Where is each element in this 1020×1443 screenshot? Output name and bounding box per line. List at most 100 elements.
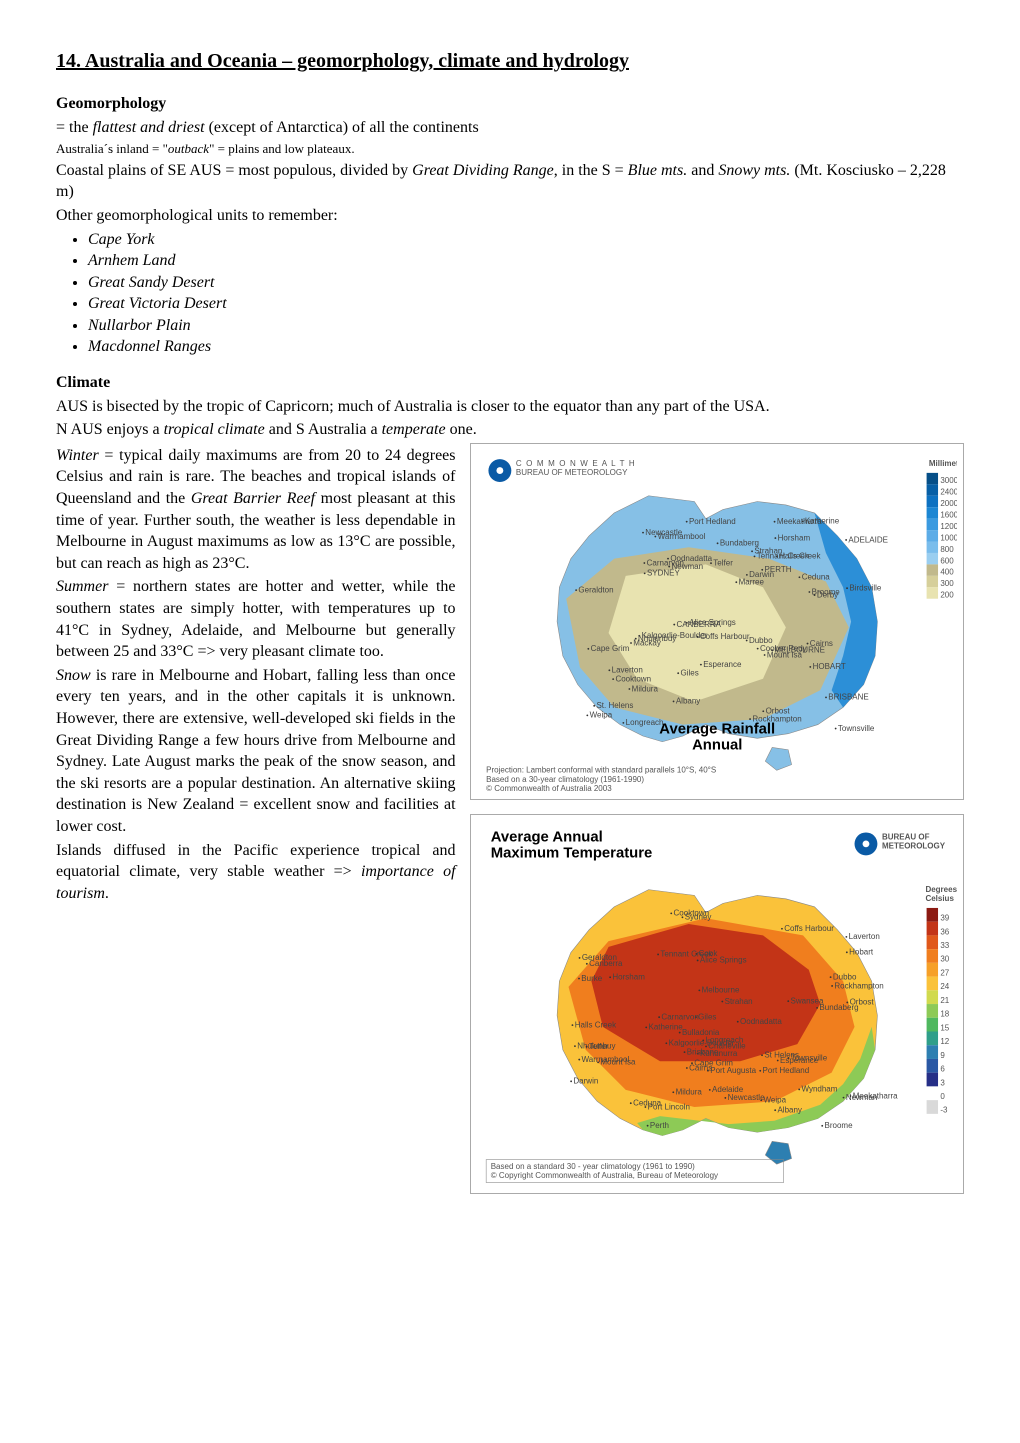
- em: Snow: [56, 667, 91, 684]
- legend-swatch: [926, 1100, 937, 1114]
- legend-swatch: [926, 507, 937, 518]
- city-label: Port Hedland: [762, 1066, 809, 1075]
- bom-logo-text2: BUREAU OF METEOROLOGY: [515, 468, 627, 477]
- city-label: Orbost: [765, 706, 790, 715]
- city-label: St. Helens: [596, 701, 633, 710]
- city-label: Kalgoorlie-Boulder: [668, 1039, 734, 1048]
- city-label: Wyndham: [801, 1085, 837, 1094]
- city-dot: [849, 1095, 851, 1097]
- city-dot: [773, 521, 775, 523]
- map2-footer2: © Copyright Commonwealth of Australia, B…: [490, 1171, 717, 1180]
- legend-swatch: [926, 484, 937, 495]
- city-dot: [798, 1089, 800, 1091]
- city-label: Bundaberg: [719, 538, 758, 547]
- city-dot: [842, 1097, 844, 1099]
- city-dot: [609, 976, 611, 978]
- city-dot: [574, 1045, 576, 1047]
- section-heading-geomorphology: Geomorphology: [56, 93, 964, 115]
- map2-subtitle: Maximum Temperature: [490, 846, 652, 862]
- climate-text-column: Winter = typical daily maximums are from…: [56, 443, 456, 906]
- city-dot: [825, 696, 827, 698]
- city-dot: [586, 714, 588, 716]
- city-label: CANBERRA: [676, 620, 721, 629]
- em: Great Dividing Range: [412, 162, 554, 179]
- city-dot: [801, 520, 803, 522]
- legend-label: Degrees: [925, 885, 957, 894]
- city-dot: [622, 722, 624, 724]
- city-label: Darwin: [573, 1077, 598, 1086]
- map2-title: Average Annual: [490, 830, 602, 846]
- em: Great Barrier Reef: [191, 490, 315, 507]
- climate-islands: Islands diffused in the Pacific experien…: [56, 840, 456, 905]
- legend-swatch: [926, 935, 937, 949]
- bom-logo-text1: C O M M O N W E A L T H: [515, 459, 635, 468]
- city-dot: [646, 1125, 648, 1127]
- legend-value: 2000: [940, 499, 957, 508]
- city-dot: [628, 688, 630, 690]
- legend-swatch: [926, 977, 937, 991]
- city-dot: [724, 1097, 726, 1099]
- legend-swatch: [926, 1045, 937, 1059]
- city-label: Horsham: [777, 533, 810, 542]
- section-heading-climate: Climate: [56, 372, 964, 394]
- city-label: Coffs Harbour: [784, 924, 834, 933]
- city-dot: [608, 669, 610, 671]
- city-dot: [696, 960, 698, 962]
- list-item: Great Victoria Desert: [88, 293, 964, 315]
- city-dot: [571, 1024, 573, 1026]
- city-label: Bulladonia: [681, 1028, 719, 1037]
- geo-p2: Australia´s inland = "outback" = plains …: [56, 140, 964, 158]
- em: outback: [168, 141, 209, 156]
- city-label: Weipa: [763, 1096, 786, 1105]
- city-dot: [721, 1001, 723, 1003]
- legend-value: 600: [940, 556, 954, 565]
- city-dot: [695, 953, 697, 955]
- city-dot: [585, 963, 587, 965]
- city-label: BRISBANE: [828, 693, 868, 702]
- city-label: Halls Creek: [574, 1020, 616, 1029]
- city-label: Hobart: [849, 948, 874, 957]
- legend-swatch: [926, 496, 937, 507]
- legend-swatch: [926, 473, 937, 484]
- city-dot: [691, 1062, 693, 1064]
- city-dot: [735, 581, 737, 583]
- city-dot: [763, 654, 765, 656]
- city-dot: [831, 985, 833, 987]
- list-item: Macdonnel Ranges: [88, 336, 964, 358]
- city-dot: [759, 1070, 761, 1072]
- city-dot: [798, 576, 800, 578]
- city-dot: [683, 1051, 685, 1053]
- climate-intro2: N AUS enjoys a tropical climate and S Au…: [56, 419, 964, 441]
- tasmania: [765, 747, 791, 770]
- city-dot: [846, 1002, 848, 1004]
- city-dot: [672, 700, 674, 702]
- city-dot: [593, 705, 595, 707]
- city-dot: [761, 1054, 763, 1056]
- climate-summer: Summer = northern states are hotter and …: [56, 576, 456, 662]
- em: flattest and driest: [93, 119, 205, 136]
- city-dot: [787, 1000, 789, 1002]
- city-label: Coffs Harbour: [699, 632, 749, 641]
- em: Arnhem Land: [88, 252, 176, 269]
- legend-swatch: [926, 553, 937, 564]
- city-dot: [716, 542, 718, 544]
- legend-value: 12: [940, 1037, 949, 1046]
- legend-swatch: [926, 519, 937, 530]
- txt: one.: [446, 421, 477, 438]
- city-dot: [678, 1032, 680, 1034]
- txt: and S Australia a: [265, 421, 382, 438]
- legend-swatch: [926, 1032, 937, 1046]
- city-dot: [736, 1021, 738, 1023]
- map1-subtitle: Annual: [692, 738, 742, 754]
- city-dot: [762, 710, 764, 712]
- city-label: Cook: [698, 949, 718, 958]
- city-label: Oodnadatta: [670, 554, 712, 563]
- legend-value: 1200: [940, 522, 957, 531]
- city-dot: [813, 594, 815, 596]
- city-dot: [845, 951, 847, 953]
- city-dot: [774, 537, 776, 539]
- legend-swatch: [926, 1018, 937, 1032]
- climate-intro1: AUS is bisected by the tropic of Caprico…: [56, 396, 964, 418]
- map2-legend: 393633302724211815129630-3: [926, 908, 949, 1115]
- city-dot: [753, 555, 755, 557]
